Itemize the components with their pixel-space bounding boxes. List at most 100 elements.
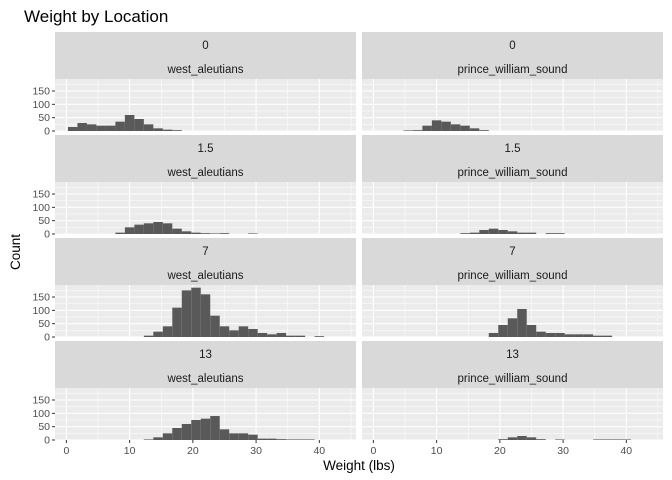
histogram-bar [229,330,239,337]
y-tick-label: 0 [44,435,50,447]
histogram-bar [517,232,527,234]
histogram-bar [536,439,546,440]
histogram-bar [172,428,182,440]
histogram-bar [143,335,154,337]
y-tick-label: 50 [38,421,50,433]
facet-strip-row-label: 7 [509,246,515,258]
histogram-bar [238,433,249,440]
y-tick-label: 100 [32,202,50,214]
histogram-bar [153,437,163,440]
histogram-bar [181,424,192,440]
histogram-bar [517,436,527,440]
y-tick-label: 50 [38,112,50,124]
y-tick-label: 0 [44,229,50,241]
histogram-bar [124,115,135,131]
histogram-bar [555,439,565,440]
x-tick-label: 10 [431,445,443,457]
histogram-bar [488,333,499,337]
histogram-bar [191,287,201,337]
histogram-bar [469,232,480,234]
facet-strip-row-label: 13 [199,349,212,361]
histogram-bar [67,127,78,131]
histogram-bar [555,233,565,234]
facet-strip-row-label: 0 [202,40,208,52]
x-tick-label: 30 [250,445,262,457]
y-tick-label: 0 [44,332,50,344]
histogram-bar [403,130,413,131]
facet-panel: 7 prince_william_sound [362,238,663,338]
histogram-bar [450,124,461,131]
facet-strip-row-label: 7 [202,246,208,258]
histogram-bar [412,130,423,131]
x-tick-label: 40 [620,445,632,457]
histogram-bar [267,438,277,440]
histogram-bar [162,223,173,234]
histogram-bar [286,439,296,440]
histogram-bar [574,334,584,337]
histogram-bar [286,335,296,337]
histogram-bar [479,230,489,234]
x-axis-layer: 0 10 20 30 40 0 10 20 30 40 [63,440,632,457]
facet-strip-col-label: west_aleutians [166,64,243,76]
histogram-bar [488,228,499,234]
histogram-bar [191,232,201,234]
facet-strip-row-label: 0 [509,40,515,52]
histogram-bar [602,335,613,337]
panel-background [55,182,356,234]
panel-background [55,79,356,131]
histogram-bar [469,128,480,131]
x-tick-label: 20 [187,445,199,457]
x-tick-label: 0 [63,445,69,457]
facet-strip [55,238,356,285]
panel-background [362,182,663,234]
facet-panel: 13 prince_william_sound [362,341,663,441]
histogram-bar [257,438,268,440]
facet-panel: 0 prince_william_sound [362,32,663,132]
histogram-bar [248,329,258,337]
facet-strip [362,341,663,388]
histogram-bar [86,124,97,131]
histogram-bar [191,420,201,440]
facet-strip [362,32,663,79]
histogram-bar [96,125,106,131]
histogram-bar [210,416,220,440]
facet-strip-col-label: west_aleutians [166,167,243,179]
facet-panel: 1.5 prince_william_sound [362,135,663,235]
histogram-bar [267,334,277,337]
y-tick-label: 0 [44,126,50,138]
facet-strip-row-label: 13 [506,349,519,361]
histogram-bar [276,333,287,337]
histogram-bar [210,315,220,337]
histogram-bar [295,335,306,337]
facet-strip-row-label: 1.5 [505,143,521,155]
y-tick-label: 50 [38,215,50,227]
histogram-bar [162,129,173,131]
histogram-bar [181,290,192,337]
facet-strip [55,32,356,79]
facet-strip-row-label: 1.5 [198,143,214,155]
histogram-bar [564,334,575,337]
histogram-bar [200,233,211,234]
histogram-bar [507,318,518,337]
facet-strip [55,135,356,182]
histogram-bar [143,223,154,234]
histogram-bar [526,232,537,234]
histogram-bar [545,333,556,337]
histogram-bar [181,231,192,234]
histogram-bar [460,233,470,234]
histogram-bar [621,439,632,440]
histogram-bar [536,331,546,337]
y-tick-label: 150 [32,86,50,98]
facet-strip [55,341,356,388]
histogram-bar [143,124,154,131]
facet-strip [362,238,663,285]
panel-background [362,79,663,131]
chart-title: Weight by Location [24,7,168,26]
histogram-bar [498,325,508,337]
histogram-bar [593,439,603,440]
y-tick-label: 50 [38,318,50,330]
facet-strip-col-label: prince_william_sound [458,373,568,385]
